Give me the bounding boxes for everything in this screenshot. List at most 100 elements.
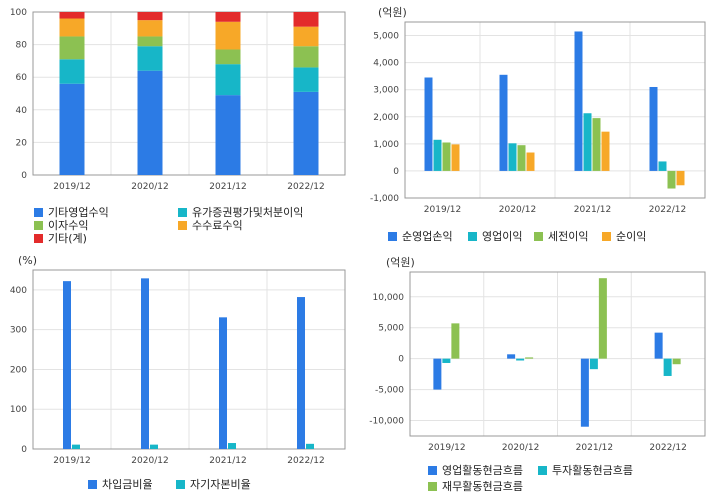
bar bbox=[59, 12, 85, 19]
legend-item[interactable]: 유가증권평가및처분이익 bbox=[178, 204, 303, 220]
bar bbox=[215, 95, 241, 175]
x-tick-label: 2020/12 bbox=[499, 205, 536, 215]
legend-item[interactable]: 투자활동현금흐름 bbox=[538, 462, 633, 478]
x-tick-label: 2019/12 bbox=[424, 205, 461, 215]
legend-item[interactable]: 순이익 bbox=[602, 228, 646, 244]
bar bbox=[306, 443, 314, 449]
bar bbox=[663, 358, 672, 376]
legend-swatch bbox=[34, 233, 43, 243]
legend-swatch bbox=[538, 465, 547, 475]
x-tick-label: 2022/12 bbox=[287, 182, 324, 192]
legend-swatch bbox=[88, 479, 97, 489]
y-tick-label: 2,000 bbox=[373, 113, 399, 123]
legend-swatch bbox=[428, 465, 437, 475]
ratio-chart: (%) 0 100 200 300 400 2019/12 2020/12 2021/12 20… bbox=[0, 250, 360, 496]
legend-swatch bbox=[178, 207, 187, 217]
revenue-composition-svg: 0 20 40 60 80 100 2019/12 2020/12 2021/12 2022/12 bbox=[10, 8, 346, 192]
y-tick-label: 200 bbox=[10, 365, 27, 375]
bar bbox=[137, 70, 163, 175]
y-tick-label: 10,000 bbox=[373, 293, 405, 303]
legend-swatch bbox=[388, 231, 397, 241]
bar bbox=[433, 358, 442, 390]
bar bbox=[293, 67, 319, 92]
x-tick-label: 2020/12 bbox=[131, 456, 168, 466]
legend-label: 기타영업수익 bbox=[48, 206, 109, 219]
legend-swatch bbox=[428, 481, 437, 491]
x-tick-label: 2019/12 bbox=[53, 456, 90, 466]
legend-item[interactable]: 기타영업수익 bbox=[34, 204, 109, 220]
unit-label: (%) bbox=[18, 254, 38, 267]
bar bbox=[215, 21, 241, 50]
bar bbox=[517, 145, 526, 171]
legend-label: 세전이익 bbox=[548, 230, 589, 243]
legend-label: 순이익 bbox=[616, 230, 647, 243]
x-tick-label: 2022/12 bbox=[287, 456, 324, 466]
bar bbox=[598, 278, 607, 359]
plot-frame bbox=[404, 21, 706, 199]
chart-legend: 기타영업수익 유가증권평가및처분이익 이자수익 수수료수익 기타(계) bbox=[0, 200, 360, 250]
y-tick-label: 5,000 bbox=[373, 32, 399, 42]
unit-label: (억원) bbox=[378, 6, 407, 19]
x-tick-label: 2022/12 bbox=[649, 443, 686, 453]
legend-item[interactable]: 차입금비율 bbox=[88, 476, 153, 492]
y-tick-label: 20 bbox=[16, 138, 28, 148]
plot-frame bbox=[409, 271, 706, 437]
legend-item[interactable]: 자기자본비율 bbox=[176, 476, 251, 492]
bar bbox=[451, 144, 460, 171]
legend-label: 영업이익 bbox=[482, 230, 523, 243]
legend-item[interactable]: 순영업손익 bbox=[388, 228, 453, 244]
y-tick-label: 0 bbox=[21, 445, 27, 455]
bar bbox=[516, 358, 525, 361]
legend-item[interactable]: 영업이익 bbox=[468, 228, 522, 244]
bar bbox=[293, 91, 319, 175]
y-tick-label: 0 bbox=[393, 167, 399, 177]
y-tick-label: 0 bbox=[398, 355, 404, 365]
bar bbox=[499, 74, 508, 171]
bar bbox=[507, 354, 516, 359]
legend-item[interactable]: 영업활동현금흐름 bbox=[428, 462, 523, 478]
bar bbox=[72, 444, 80, 449]
legend-swatch bbox=[468, 231, 477, 241]
profit-chart: (억원) -1,000 0 1,000 2,000 3,000 4,000 5,000 201… bbox=[360, 0, 720, 250]
y-tick-label: -5,000 bbox=[375, 386, 404, 396]
bar bbox=[672, 358, 681, 365]
bar bbox=[654, 332, 663, 359]
x-tick-label: 2021/12 bbox=[209, 456, 246, 466]
y-tick-label: -10,000 bbox=[369, 417, 404, 427]
bar bbox=[592, 118, 601, 171]
bar bbox=[219, 317, 227, 449]
profit-svg: -1,000 0 1,000 2,000 3,000 4,000 5,000 2019/12 2… bbox=[370, 21, 706, 215]
legend-item[interactable]: 세전이익 bbox=[534, 228, 588, 244]
legend-item[interactable]: 이자수익 bbox=[34, 217, 88, 233]
bar bbox=[137, 20, 163, 37]
bar bbox=[442, 142, 451, 171]
x-tick-label: 2020/12 bbox=[502, 443, 539, 453]
legend-item[interactable]: 기타(계) bbox=[34, 230, 87, 246]
x-tick-label: 2020/12 bbox=[131, 182, 168, 192]
ratio-svg: 0 100 200 300 400 2019/12 2020/12 2021/12 2022/1… bbox=[10, 269, 346, 466]
bar bbox=[59, 83, 85, 175]
bar bbox=[59, 36, 85, 60]
legend-swatch bbox=[34, 220, 43, 230]
bar bbox=[658, 161, 667, 171]
legend-label: 기타(계) bbox=[48, 232, 87, 245]
legend-label: 자기자본비율 bbox=[190, 478, 251, 491]
bar bbox=[583, 113, 592, 171]
chart-legend: 영업활동현금흐름 투자활동현금흐름 재무활동현금흐름 bbox=[360, 460, 720, 496]
legend-label: 유가증권평가및처분이익 bbox=[192, 206, 304, 219]
bar bbox=[601, 131, 610, 171]
bar bbox=[676, 170, 685, 186]
bar bbox=[59, 59, 85, 84]
chart-legend: 순영업손익 영업이익 세전이익 순이익 bbox=[360, 226, 720, 246]
legend-label: 영업활동현금흐름 bbox=[442, 464, 523, 477]
bar bbox=[150, 444, 158, 449]
y-tick-label: 4,000 bbox=[373, 59, 399, 69]
x-tick-label: 2021/12 bbox=[574, 205, 611, 215]
bar bbox=[580, 358, 589, 427]
legend-item[interactable]: 수수료수익 bbox=[178, 217, 243, 233]
y-tick-label: 100 bbox=[10, 405, 27, 415]
legend-item[interactable]: 재무활동현금흐름 bbox=[428, 478, 523, 494]
bar bbox=[63, 281, 71, 449]
bar bbox=[508, 143, 517, 171]
bar bbox=[215, 12, 241, 22]
